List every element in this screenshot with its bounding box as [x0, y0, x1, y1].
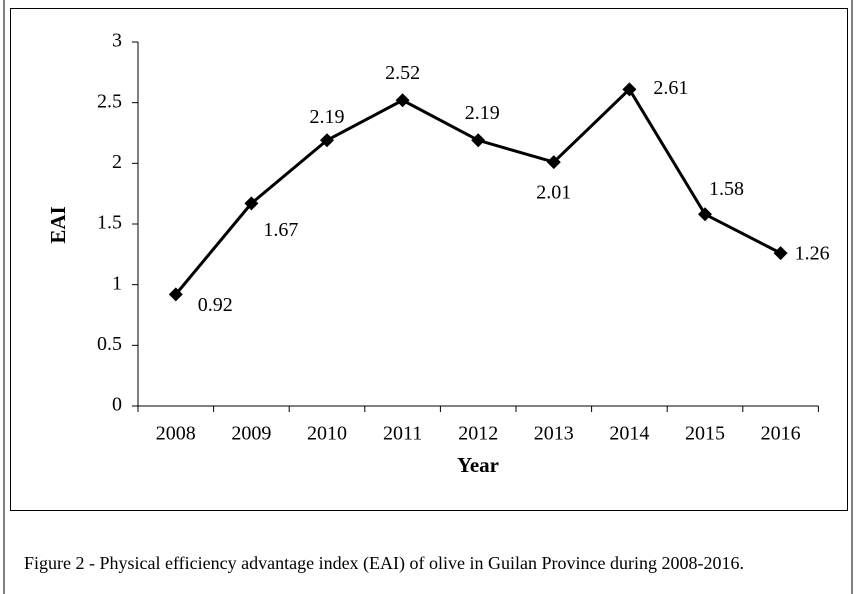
data-label: 1.58 — [709, 178, 744, 200]
x-tick-label: 2013 — [534, 423, 574, 445]
marker — [546, 155, 561, 170]
marker — [168, 287, 183, 302]
data-label: 1.26 — [795, 243, 830, 265]
y-tick-label: 0.5 — [97, 333, 122, 355]
y-tick-label: 2 — [112, 151, 122, 173]
chart-border — [10, 8, 848, 511]
x-tick-label: 2009 — [231, 423, 271, 445]
marker — [395, 93, 410, 108]
marker — [471, 133, 486, 148]
y-axis-title: EAI — [46, 206, 70, 243]
x-tick-label: 2015 — [685, 423, 725, 445]
marker — [320, 133, 334, 148]
data-label: 2.61 — [653, 77, 688, 99]
y-tick-label: 1 — [112, 272, 122, 294]
y-tick-label: 2.5 — [97, 90, 122, 112]
data-label: 0.92 — [198, 294, 233, 316]
data-label: 2.01 — [536, 182, 571, 204]
y-tick-label: 0 — [112, 394, 122, 416]
y-tick-label: 1.5 — [97, 212, 122, 234]
x-tick-label: 2012 — [458, 423, 498, 445]
data-label: 2.19 — [465, 102, 500, 124]
x-tick-label: 2014 — [609, 423, 649, 445]
data-label: 1.67 — [263, 219, 298, 241]
marker — [244, 196, 259, 211]
marker — [622, 82, 637, 97]
x-tick-label: 2016 — [761, 423, 801, 445]
data-label: 2.52 — [385, 62, 420, 84]
x-tick-label: 2011 — [383, 423, 422, 445]
y-tick-label: 3 — [112, 30, 122, 52]
caption: Figure 2 - Physical efficiency advantage… — [24, 553, 744, 574]
marker — [773, 246, 788, 261]
x-tick-label: 2008 — [156, 423, 196, 445]
x-axis-title: Year — [457, 453, 499, 477]
marker — [698, 207, 712, 222]
x-tick-label: 2010 — [307, 423, 347, 445]
data-label: 2.19 — [310, 106, 345, 128]
